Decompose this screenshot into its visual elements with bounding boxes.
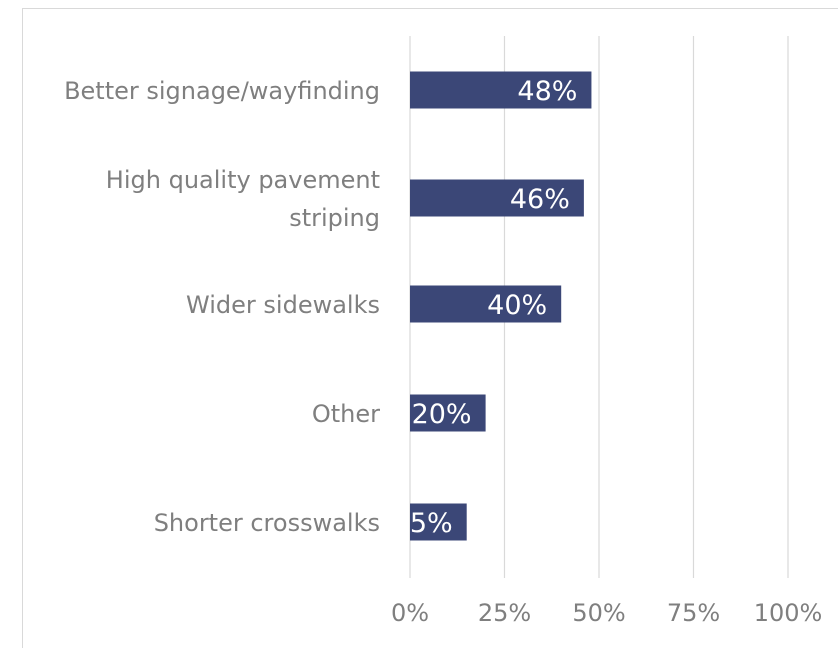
x-tick-label-4: 100% <box>754 599 823 627</box>
bar-0 <box>410 71 592 109</box>
x-tick-label-3: 75% <box>667 599 720 627</box>
chart-frame <box>22 8 838 648</box>
x-tick-label-2: 50% <box>572 599 625 627</box>
data-label-2: 40% <box>487 290 547 321</box>
x-tick-label-1: 25% <box>478 599 531 627</box>
data-label-1: 46% <box>510 184 570 215</box>
data-label-3: 20% <box>412 399 472 430</box>
category-label-0-0: Better signage/wayfinding <box>64 77 380 105</box>
category-label-4-0: Shorter crosswalks <box>154 509 380 537</box>
category-label-1-1: striping <box>289 204 380 232</box>
category-label-3-0: Other <box>312 400 380 428</box>
bar-3 <box>410 394 486 432</box>
bar-2 <box>410 285 562 323</box>
data-label-0: 48% <box>517 76 577 107</box>
data-label-4: 15% <box>393 508 453 539</box>
category-label-1-0: High quality pavement <box>106 166 380 194</box>
category-label-2-0: Wider sidewalks <box>186 291 380 319</box>
x-tick-label-0: 0% <box>391 599 429 627</box>
bar-4 <box>410 503 467 541</box>
bar-1 <box>410 179 584 217</box>
